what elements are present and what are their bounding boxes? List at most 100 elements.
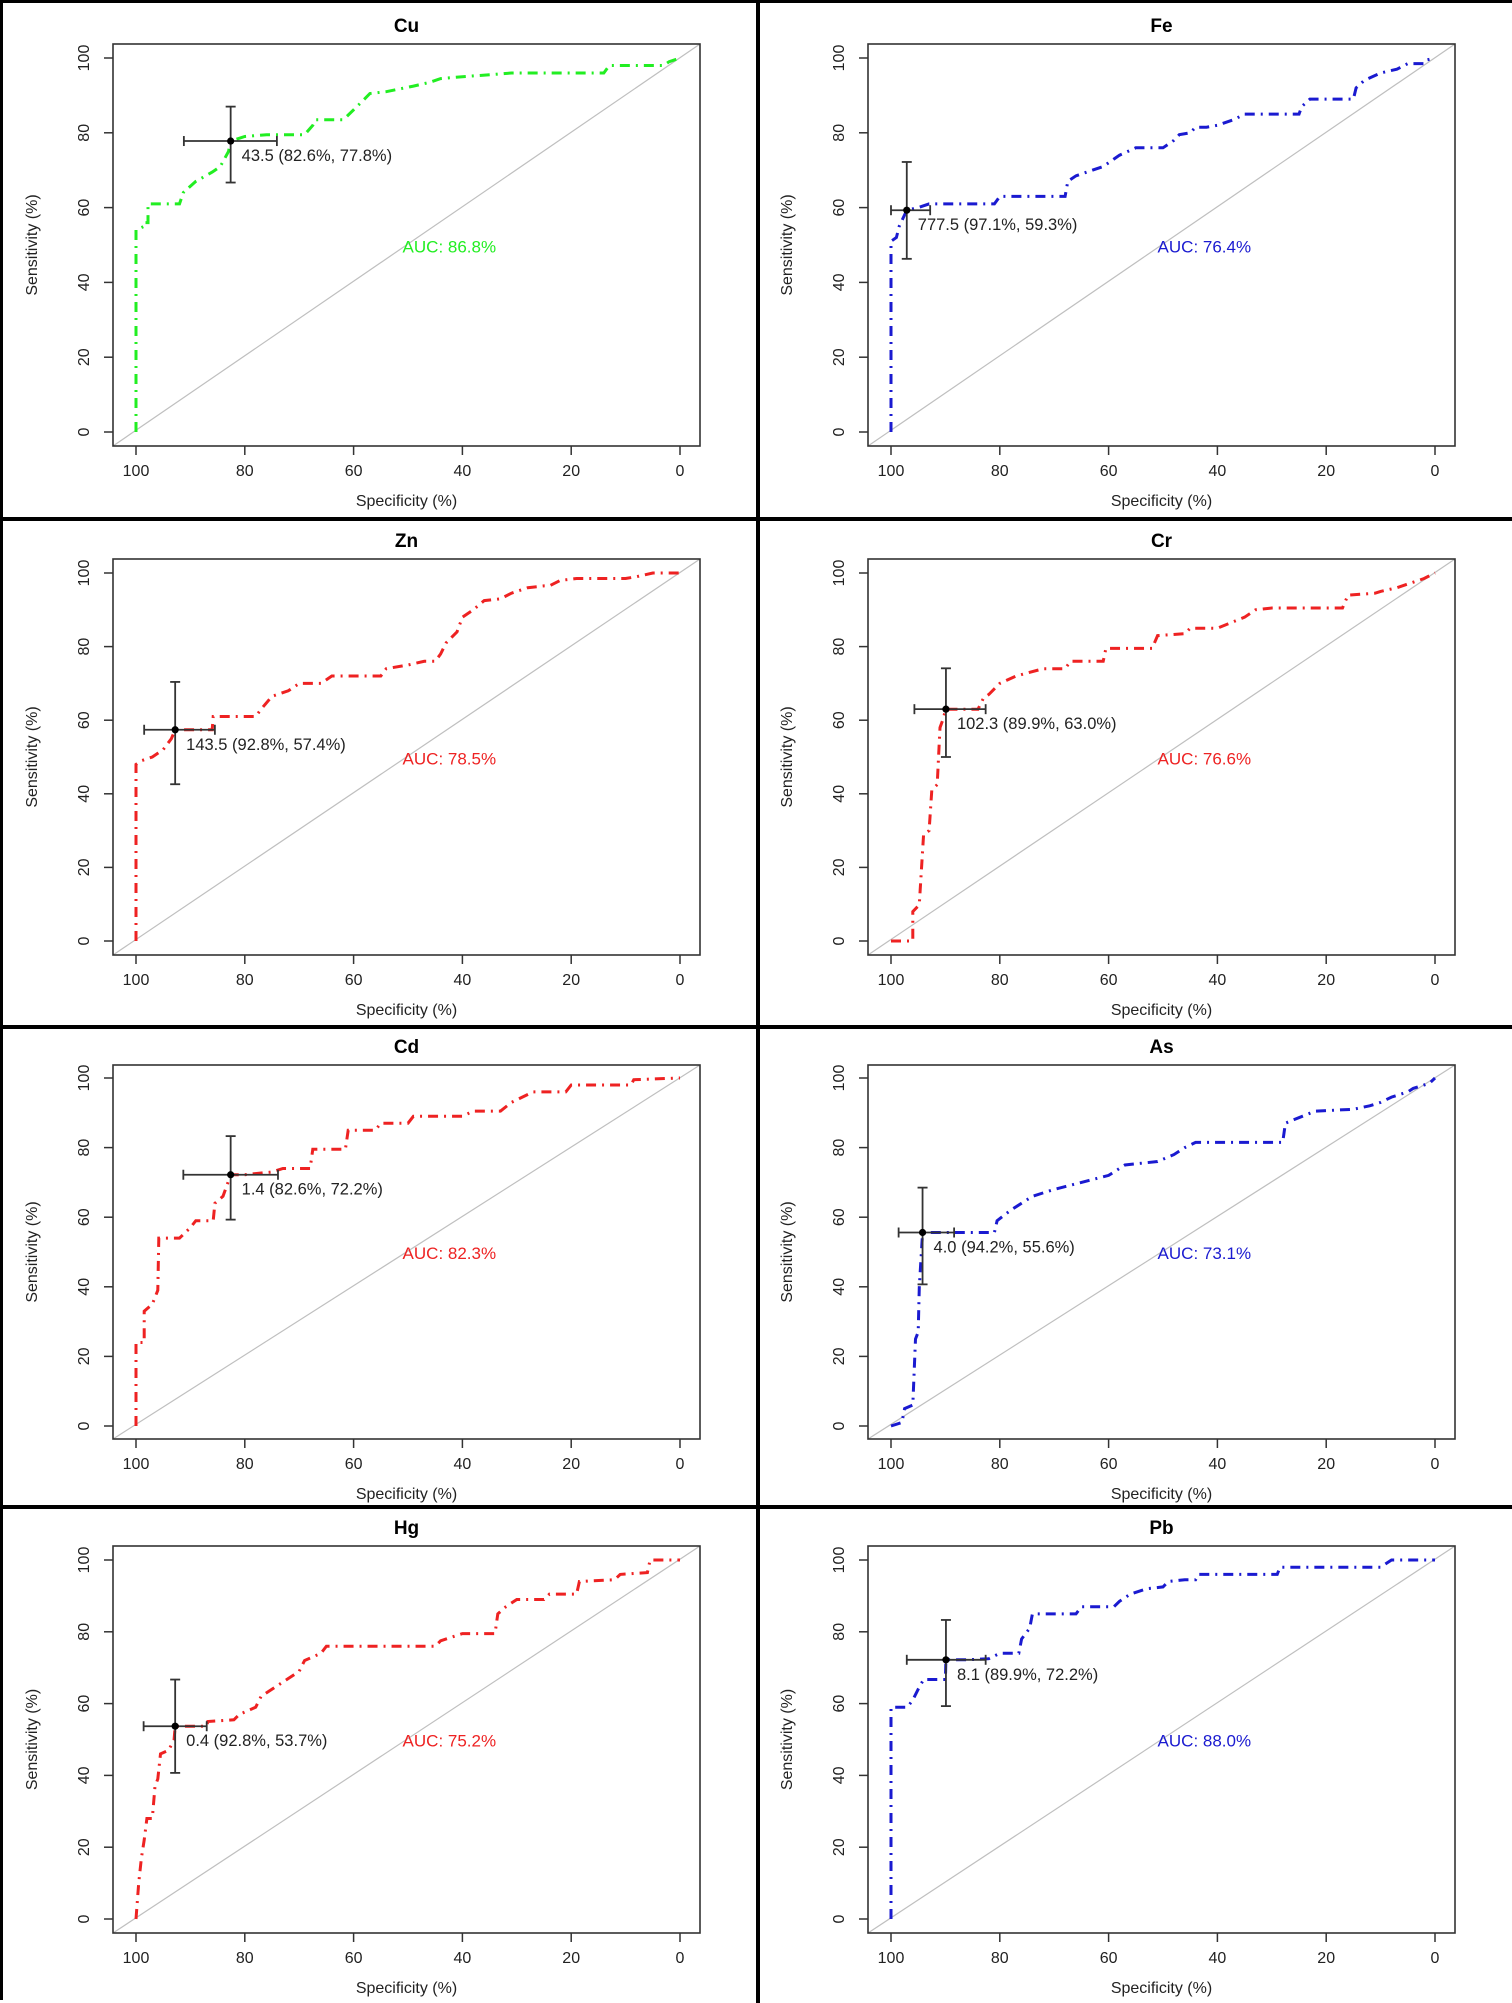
- roc-curve-cr: [891, 571, 1436, 943]
- x-tick-label: 20: [1317, 1950, 1335, 1967]
- x-tick-label: 0: [1431, 972, 1440, 989]
- chart-title: Cr: [1151, 531, 1173, 552]
- plot-frame: [112, 1064, 701, 1440]
- threshold-annotation: 0.4 (92.8%, 53.7%): [186, 1732, 327, 1750]
- row-divider: [3, 1505, 1512, 1509]
- chart-title: Cd: [394, 1037, 419, 1058]
- reference-diagonal: [867, 1064, 1456, 1440]
- y-tick-label: 20: [831, 858, 848, 876]
- row-divider: [3, 517, 1512, 521]
- y-tick-label: 40: [76, 1278, 93, 1296]
- chart-title: As: [1149, 1037, 1173, 1058]
- threshold-annotation: 1.4 (82.6%, 72.2%): [242, 1181, 383, 1199]
- y-axis-label: Sensitivity (%): [779, 1689, 796, 1790]
- column-divider: [756, 3, 760, 2003]
- y-tick-label: 20: [76, 858, 93, 876]
- x-tick-label: 20: [562, 972, 580, 989]
- reference-diagonal: [867, 558, 1456, 956]
- plot-frame: [112, 558, 701, 956]
- x-tick-label: 0: [1431, 1456, 1440, 1473]
- y-tick-label: 40: [831, 273, 848, 291]
- y-tick-label: 100: [831, 45, 848, 72]
- threshold-point: [171, 1722, 179, 1730]
- y-tick-label: 80: [76, 1139, 93, 1157]
- x-axis-label: Specificity (%): [356, 1486, 457, 1503]
- threshold-point: [903, 206, 911, 214]
- x-tick-label: 40: [454, 972, 472, 989]
- x-tick-label: 20: [1317, 1456, 1335, 1473]
- y-tick-label: 0: [831, 936, 848, 945]
- auc-label: AUC: 73.1%: [1158, 1244, 1252, 1263]
- y-tick-label: 60: [831, 711, 848, 729]
- y-tick-label: 60: [76, 1208, 93, 1226]
- roc-curve-hg: [134, 1558, 680, 1920]
- x-tick-label: 80: [236, 463, 254, 480]
- row-divider: [3, 1025, 1512, 1029]
- x-axis-label: Specificity (%): [356, 1980, 457, 1997]
- y-tick-label: 0: [76, 1914, 93, 1923]
- roc-curve-as: [890, 1076, 1437, 1428]
- reference-diagonal: [112, 43, 701, 447]
- roc-chart-zn: Zn 100 80 60 40 20 0 0 20 40 60 80 100 Specificity (%…: [24, 531, 701, 1019]
- reference-diagonal: [112, 1064, 701, 1440]
- x-axis-label: Specificity (%): [356, 493, 457, 510]
- auc-label: AUC: 86.8%: [403, 237, 497, 256]
- y-axis-label: Sensitivity (%): [779, 706, 796, 807]
- x-axis-label: Specificity (%): [1111, 1002, 1212, 1019]
- threshold-point: [227, 137, 235, 145]
- x-tick-label: 60: [345, 463, 363, 480]
- auc-label: AUC: 88.0%: [1158, 1732, 1252, 1751]
- threshold-point: [942, 705, 950, 713]
- plot-frame: [867, 1545, 1456, 1934]
- x-tick-label: 40: [1209, 1950, 1227, 1967]
- y-tick-label: 40: [831, 785, 848, 803]
- roc-chart-hg: Hg 100 80 60 40 20 0 0 20 40 60 80 100 Specificity (%…: [24, 1518, 701, 1997]
- x-axis-label: Specificity (%): [356, 1002, 457, 1019]
- roc-chart-pb: Pb 100 80 60 40 20 0 0 20 40 60 80 100 Specificity (%…: [779, 1518, 1456, 1997]
- auc-label: AUC: 76.4%: [1158, 237, 1252, 256]
- y-axis-label: Sensitivity (%): [24, 706, 41, 807]
- threshold-annotation: 8.1 (89.9%, 72.2%): [957, 1666, 1098, 1684]
- x-axis-label: Specificity (%): [1111, 493, 1212, 510]
- threshold-annotation: 43.5 (82.6%, 77.8%): [242, 147, 392, 165]
- x-axis-label: Specificity (%): [1111, 1486, 1212, 1503]
- y-tick-label: 0: [831, 427, 848, 436]
- y-tick-label: 80: [831, 1139, 848, 1157]
- y-tick-label: 40: [76, 1766, 93, 1784]
- y-tick-label: 80: [831, 1623, 848, 1641]
- y-tick-label: 20: [76, 1347, 93, 1365]
- auc-label: AUC: 75.2%: [403, 1732, 497, 1751]
- roc-chart-as: As 100 80 60 40 20 0 0 20 40 60 80 100 Specificity (%…: [779, 1037, 1456, 1503]
- x-axis-label: Specificity (%): [1111, 1980, 1212, 1997]
- plot-frame: [112, 1545, 701, 1934]
- x-tick-label: 40: [454, 463, 472, 480]
- y-tick-label: 40: [831, 1278, 848, 1296]
- reference-diagonal: [867, 43, 1456, 447]
- x-tick-label: 40: [454, 1950, 472, 1967]
- x-tick-label: 100: [878, 972, 905, 989]
- y-tick-label: 100: [76, 1065, 93, 1092]
- x-tick-label: 100: [123, 1456, 150, 1473]
- y-tick-label: 60: [831, 1695, 848, 1713]
- chart-title: Fe: [1150, 16, 1172, 37]
- plot-frame: [867, 1064, 1456, 1440]
- reference-diagonal: [112, 1545, 701, 1934]
- roc-panel-zn: Zn 100 80 60 40 20 0 0 20 40 60 80 100 Specificity (%…: [3, 519, 758, 1027]
- auc-label: AUC: 78.5%: [403, 749, 497, 768]
- roc-panel-hg: Hg 100 80 60 40 20 0 0 20 40 60 80 100 Specificity (%…: [3, 1507, 758, 2003]
- y-tick-label: 20: [831, 348, 848, 366]
- roc-chart-cr: Cr 100 80 60 40 20 0 0 20 40 60 80 100 Specificity (%…: [779, 531, 1456, 1019]
- x-tick-label: 80: [991, 1456, 1009, 1473]
- y-tick-label: 40: [831, 1766, 848, 1784]
- y-tick-label: 100: [76, 1547, 93, 1574]
- y-tick-label: 40: [76, 785, 93, 803]
- y-tick-label: 20: [76, 1838, 93, 1856]
- x-tick-label: 80: [236, 1456, 254, 1473]
- x-tick-label: 40: [454, 1456, 472, 1473]
- x-tick-label: 0: [676, 1950, 685, 1967]
- x-tick-label: 0: [1431, 1950, 1440, 1967]
- x-tick-label: 20: [562, 1456, 580, 1473]
- x-tick-label: 0: [676, 972, 685, 989]
- y-tick-label: 80: [831, 124, 848, 142]
